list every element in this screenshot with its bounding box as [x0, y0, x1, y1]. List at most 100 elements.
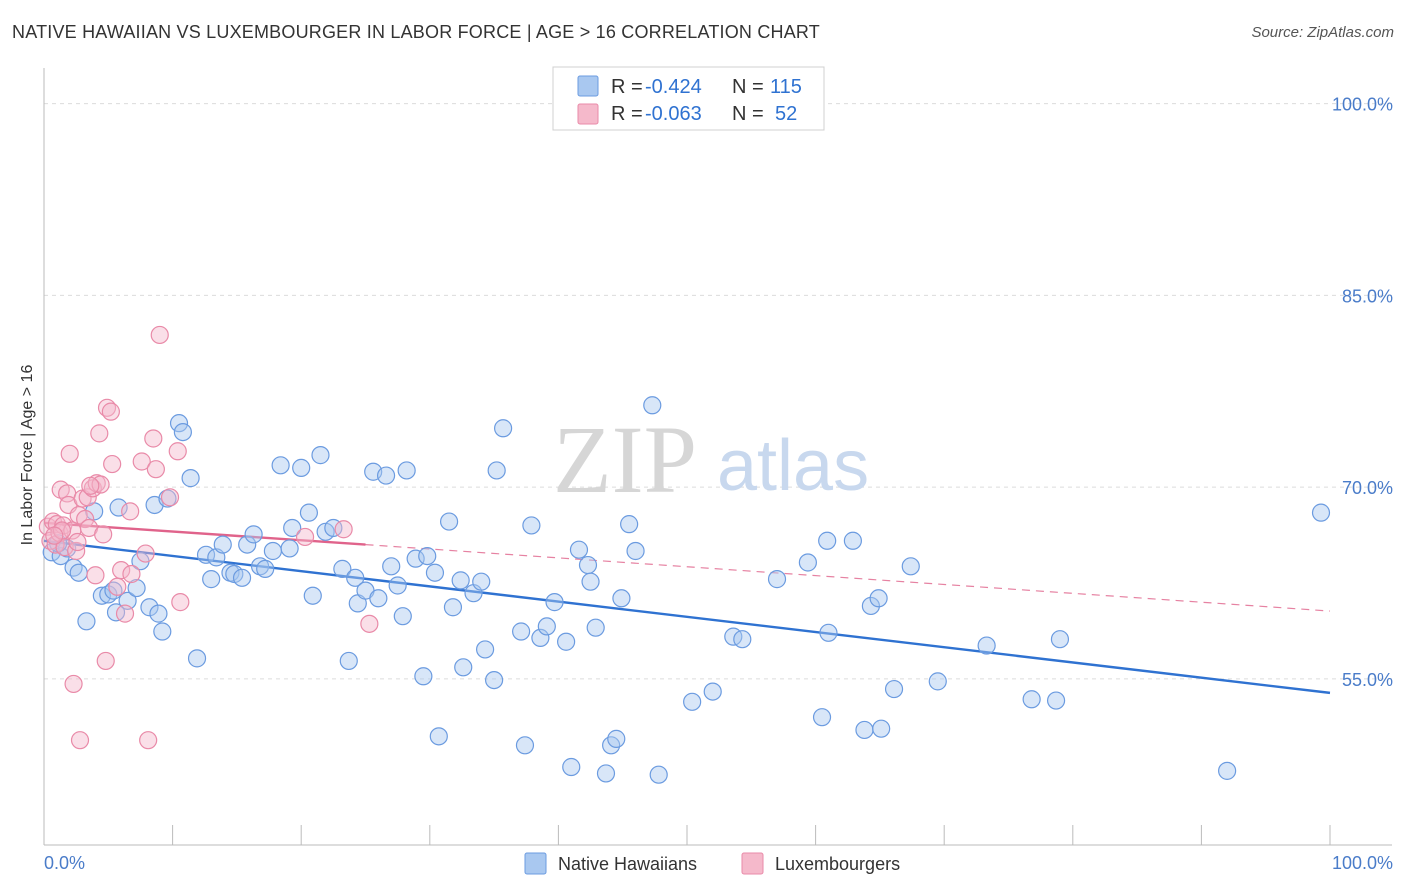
native-hawaiians-point-60: [425, 563, 445, 582]
y-tick-label-1: 70.0%: [1342, 478, 1393, 498]
native-hawaiians-point-37: [280, 539, 299, 558]
native-hawaiians-point-4: [69, 563, 88, 582]
native-hawaiians-point-59: [418, 546, 437, 566]
native-hawaiians-point-18: [153, 622, 172, 641]
luxembourgers-point-45: [295, 527, 315, 547]
source-label: Source: ZipAtlas.com: [1251, 24, 1394, 41]
native-hawaiians-point-87: [612, 589, 631, 608]
native-hawaiians-point-92: [683, 692, 702, 711]
native-hawaiians-trend-line: [43, 539, 1331, 695]
luxembourgers-point-44: [171, 593, 190, 612]
native-hawaiians-point-17: [149, 604, 168, 623]
legend-label-luxembourgers: Luxembourgers: [775, 854, 900, 874]
native-hawaiians-point-13: [127, 578, 146, 598]
luxembourgers-point-43: [168, 442, 187, 461]
stats-n-value-2: 52: [775, 103, 797, 125]
chart-title: NATIVE HAWAIIAN VS LUXEMBOURGER IN LABOR…: [12, 22, 821, 42]
native-hawaiians-point-45: [333, 559, 352, 578]
stats-n-label-2: N =: [732, 103, 764, 125]
luxembourgers-point-42: [160, 488, 180, 507]
native-hawaiians-point-107: [901, 557, 920, 576]
native-hawaiians-point-42: [311, 446, 330, 465]
stats-swatch-pink: [577, 103, 599, 125]
native-hawaiians-point-11: [109, 498, 128, 517]
native-hawaiians-point-55: [393, 607, 412, 626]
stats-r-value-2: -0.063: [645, 103, 702, 125]
native-hawaiians-point-72: [512, 622, 531, 641]
luxembourgers-point-29: [101, 402, 120, 421]
luxembourgers-point-32: [112, 561, 131, 580]
native-hawaiians-point-34: [256, 559, 275, 578]
luxembourgers-point-13: [64, 674, 83, 694]
native-hawaiians-point-108: [928, 672, 947, 691]
native-hawaiians-point-63: [443, 598, 463, 617]
watermark: ZIP atlas: [553, 406, 869, 513]
x-tick-label-1: 100.0%: [1332, 853, 1393, 873]
native-hawaiians-point-106: [884, 679, 904, 699]
native-hawaiians-point-76: [537, 617, 556, 636]
native-hawaiians-point-39: [292, 458, 311, 477]
native-hawaiians-point-58: [414, 667, 433, 686]
native-hawaiians-point-20: [169, 414, 189, 433]
luxembourgers-point-39: [144, 429, 163, 448]
native-hawaiians-point-22: [181, 469, 200, 488]
luxembourgers-point-30: [103, 454, 122, 474]
native-hawaiians-point-57: [406, 549, 425, 568]
native-hawaiians-point-93: [703, 682, 722, 701]
stats-n-label-1: N =: [732, 76, 764, 98]
native-hawaiians-point-36: [271, 456, 290, 475]
y-tick-label-3: 100.0%: [1332, 95, 1393, 115]
native-hawaiians-point-33: [250, 557, 270, 576]
native-hawaiians-point-40: [299, 503, 319, 522]
native-hawaiians-point-53: [382, 557, 401, 576]
watermark-atlas: atlas: [717, 426, 869, 506]
native-hawaiians-point-21: [173, 422, 192, 442]
tick-labels: 55.0% 70.0% 85.0% 100.0% 0.0% 100.0%: [44, 95, 1393, 873]
native-hawaiians-point-23: [187, 649, 207, 668]
luxembourgers-point-47: [360, 614, 379, 633]
native-hawaiians-point-81: [578, 555, 598, 575]
native-hawaiians-point-80: [569, 540, 589, 559]
axes: [43, 68, 1392, 846]
native-hawaiians-point-103: [861, 596, 880, 616]
native-hawaiians-point-56: [397, 461, 416, 480]
stats-r-label-2: R =: [611, 103, 643, 125]
native-hawaiians-point-105: [872, 719, 891, 738]
native-hawaiians-point-68: [475, 640, 495, 659]
native-hawaiians-point-88: [620, 515, 639, 534]
luxembourgers-point-34: [121, 502, 140, 521]
native-hawaiians-point-101: [843, 531, 862, 550]
stats-r-label-1: R =: [611, 76, 643, 98]
native-hawaiians-point-41: [303, 586, 322, 605]
native-hawaiians-point-70: [494, 419, 513, 438]
luxembourgers-point-35: [122, 564, 141, 584]
native-hawaiians-point-71: [487, 461, 506, 480]
native-hawaiians-point-31: [238, 535, 257, 554]
native-hawaiians-point-96: [767, 570, 787, 589]
native-hawaiians-point-35: [263, 541, 283, 561]
luxembourgers-point-40: [146, 460, 165, 479]
native-hawaiians-point-90: [643, 396, 662, 415]
y-tick-label-2: 85.0%: [1342, 286, 1393, 306]
native-hawaiians-point-69: [485, 670, 504, 690]
native-hawaiians-point-114: [1311, 503, 1331, 522]
native-hawaiians-point-65: [454, 658, 473, 677]
native-hawaiians-point-27: [213, 535, 232, 554]
stats-r-value-1: -0.424: [645, 76, 702, 98]
native-hawaiians-point-25: [202, 570, 221, 589]
native-hawaiians-point-73: [515, 736, 535, 755]
native-hawaiians-point-38: [283, 518, 302, 538]
luxembourgers-point-27: [96, 651, 115, 671]
native-hawaiians-point-79: [562, 757, 581, 777]
native-hawaiians-point-112: [1050, 630, 1070, 649]
luxembourgers-point-31: [108, 577, 127, 596]
luxembourgers-point-22: [86, 566, 105, 585]
legend-label-native-hawaiians: Native Hawaiians: [558, 854, 697, 874]
luxembourgers-point-33: [115, 604, 135, 623]
luxembourgers-point-11: [60, 444, 79, 463]
native-hawaiians-point-89: [626, 541, 645, 561]
stats-n-value-1: 115: [770, 76, 802, 98]
native-hawaiians-point-95: [733, 630, 752, 649]
native-hawaiians-point-91: [649, 765, 668, 784]
legend-swatch-luxembourgers: [741, 852, 764, 875]
